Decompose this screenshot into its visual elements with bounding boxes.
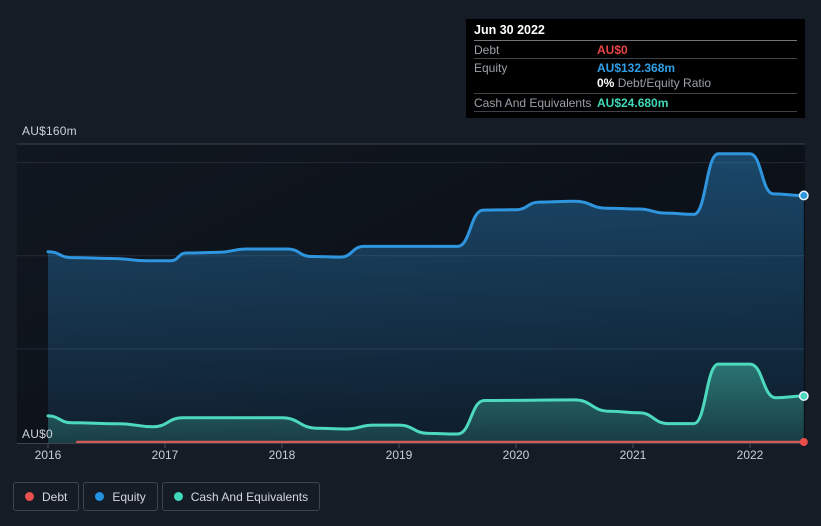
tooltip-debt-value: AU$0: [597, 42, 628, 57]
cash-line: [46, 362, 806, 436]
tooltip-equity-value: AU$132.368m: [597, 61, 676, 75]
chart-tooltip: Jun 30 2022 Debt AU$0 Equity AU$132.368m…: [466, 19, 805, 118]
tooltip-equity-label: Equity: [474, 61, 508, 75]
cash-dot-icon: [173, 492, 183, 501]
x-axis-label-2021: 2021: [620, 448, 647, 462]
tooltip-cash-label: Cash And Equivalents: [474, 95, 592, 110]
y-axis-max-label: AU$160m: [22, 124, 77, 138]
debt-dot-icon: [25, 492, 34, 501]
legend-cash-label: Cash And Equivalents: [190, 489, 309, 504]
equity-area: [48, 153, 804, 444]
tooltip-debt-row: Debt AU$0: [474, 41, 797, 59]
y-axis-zero-label: AU$0: [22, 427, 53, 441]
tooltip-debt-equity-ratio: 0% Debt/Equity Ratio: [597, 76, 797, 91]
x-axis-label-2017: 2017: [152, 448, 179, 462]
x-axis-label-2022: 2022: [737, 448, 764, 462]
ratio-label: Debt/Equity Ratio: [617, 76, 712, 90]
tooltip-cash-row: Cash And Equivalents AU$24.680m: [474, 94, 797, 112]
legend-equity-label: Equity: [112, 489, 146, 504]
tooltip-equity-row: Equity AU$132.368m 0% Debt/Equity Ratio: [474, 59, 797, 94]
tooltip-debt-label: Debt: [474, 42, 500, 57]
x-axis-label-2016: 2016: [35, 448, 62, 462]
tooltip-date: Jun 30 2022: [474, 19, 797, 41]
legend-item-cash[interactable]: Cash And Equivalents: [161, 482, 321, 511]
x-axis-label-2018: 2018: [269, 448, 296, 462]
equity-end-marker: [798, 190, 809, 201]
equity-dot-icon: [95, 492, 105, 501]
legend-item-debt[interactable]: Debt: [13, 482, 80, 511]
debt-end-marker: [799, 438, 808, 446]
cash-end-marker: [798, 391, 809, 401]
chart-legend: Debt Equity Cash And Equivalents: [13, 482, 321, 511]
legend-item-equity[interactable]: Equity: [83, 482, 158, 511]
equity-line: [46, 152, 806, 263]
x-axis-label-2019: 2019: [386, 448, 413, 462]
ratio-value: 0%: [597, 76, 615, 90]
x-axis-label-2020: 2020: [503, 448, 530, 462]
tooltip-cash-value: AU$24.680m: [597, 95, 669, 110]
legend-debt-label: Debt: [42, 489, 68, 504]
cash-area: [48, 364, 804, 444]
